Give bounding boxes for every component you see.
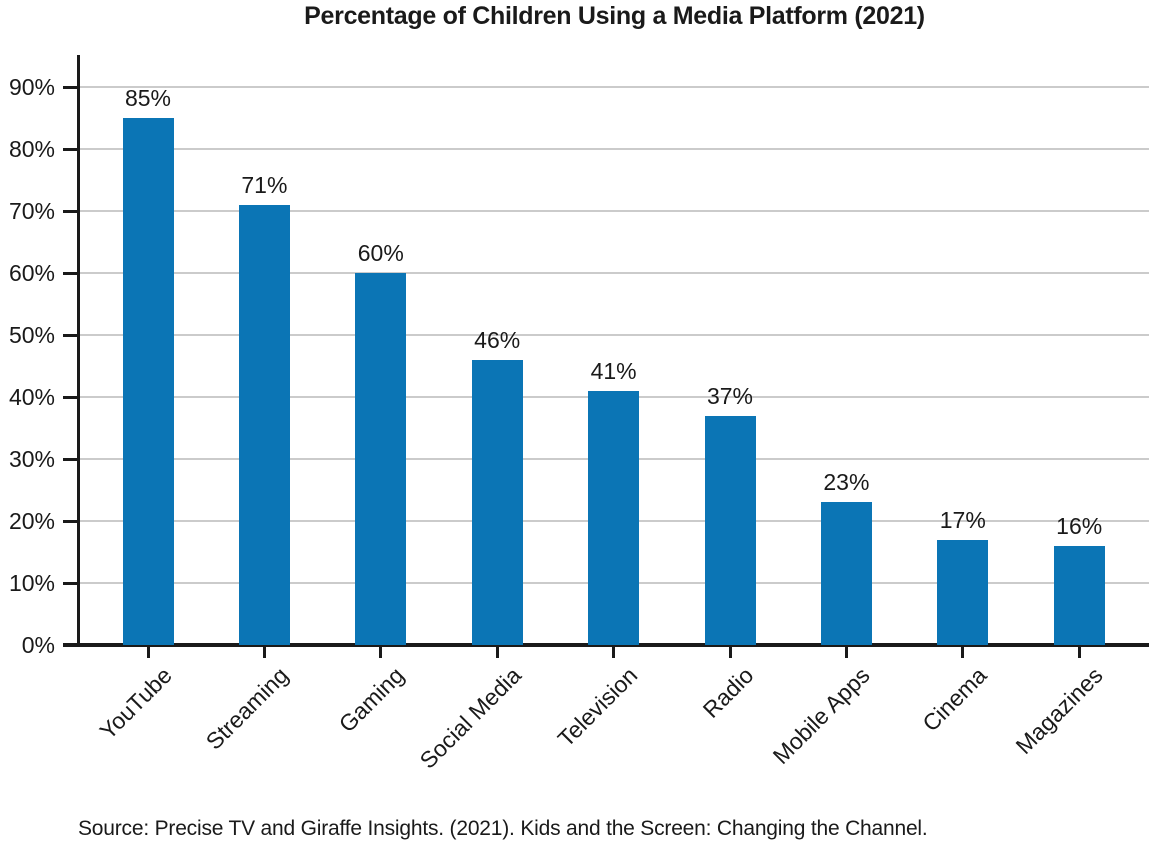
- bar: [122, 118, 174, 645]
- bar: [820, 502, 872, 645]
- gridline: [80, 86, 1149, 88]
- plot-area: 0% 10% 20% 30% 40% 50% 60% 70% 80% 90% 85% YouTube 7…: [9, 55, 1149, 774]
- gridline: [80, 334, 1149, 336]
- y-axis-tick-label: 10%: [8, 570, 55, 596]
- x-category-label: Cinema: [916, 662, 992, 737]
- bar: [588, 390, 640, 645]
- x-axis-line: [63, 643, 1149, 647]
- y-axis-tick: [63, 581, 77, 585]
- x-axis-tick: [146, 647, 150, 658]
- gridline: [80, 272, 1149, 274]
- bar: [238, 204, 290, 645]
- bar-value-label: 85%: [124, 85, 172, 111]
- bar-value-label: 41%: [590, 357, 637, 384]
- y-axis-tick-label: 20%: [8, 508, 55, 534]
- x-category-label: Magazines: [1010, 662, 1108, 760]
- y-axis-tick-label: 0%: [21, 632, 55, 658]
- bar-value-label: 17%: [939, 506, 986, 533]
- y-axis-tick: [63, 271, 77, 275]
- y-axis-tick-label: 90%: [8, 74, 55, 100]
- bar: [1053, 545, 1105, 645]
- x-category-label: Streaming: [200, 662, 293, 755]
- x-axis-tick: [379, 647, 383, 658]
- bar: [471, 359, 523, 645]
- x-axis-tick: [262, 647, 266, 658]
- gridline: [80, 210, 1149, 212]
- y-axis-tick: [63, 395, 77, 399]
- y-axis-tick: [63, 333, 77, 337]
- y-axis-tick: [63, 643, 77, 647]
- x-category-label: YouTube: [94, 662, 177, 745]
- x-axis-tick: [612, 647, 616, 658]
- x-category-label: Social Media: [414, 662, 526, 774]
- x-category-label: Gaming: [333, 662, 410, 738]
- y-axis-tick-label: 80%: [8, 136, 55, 162]
- x-axis-tick: [728, 647, 732, 658]
- y-axis-tick: [63, 519, 77, 523]
- y-axis-tick: [63, 147, 77, 151]
- x-category-label: Mobile Apps: [767, 662, 875, 769]
- bar-value-label: 16%: [1056, 512, 1103, 539]
- chart-title: Percentage of Children Using a Media Pla…: [304, 2, 925, 30]
- y-axis-tick: [63, 457, 77, 461]
- y-axis-line: [77, 55, 80, 647]
- y-axis-tick-label: 50%: [8, 322, 55, 348]
- x-axis-tick: [1077, 647, 1081, 658]
- gridline: [80, 148, 1149, 150]
- bar-value-label: 23%: [823, 469, 870, 496]
- x-category-label: Radio: [697, 662, 759, 723]
- bar: [355, 273, 407, 645]
- y-axis-tick-label: 60%: [8, 260, 55, 286]
- x-category-label: Television: [552, 662, 642, 752]
- bar-value-label: 60%: [357, 240, 404, 266]
- y-axis-tick: [63, 85, 77, 89]
- bar: [704, 415, 756, 645]
- x-axis-tick: [961, 647, 965, 658]
- bar: [937, 539, 989, 645]
- y-axis-tick-label: 30%: [8, 446, 55, 472]
- bar-value-label: 71%: [241, 171, 288, 198]
- y-axis-tick: [63, 209, 77, 213]
- bar-value-label: 37%: [706, 382, 754, 409]
- y-axis-tick-label: 70%: [8, 198, 55, 224]
- x-axis-tick: [844, 647, 848, 658]
- source-caption: Source: Precise TV and Giraffe Insights.…: [78, 817, 928, 840]
- y-axis-tick-label: 40%: [8, 384, 55, 410]
- x-axis-tick: [495, 647, 499, 658]
- bar-value-label: 46%: [474, 326, 521, 353]
